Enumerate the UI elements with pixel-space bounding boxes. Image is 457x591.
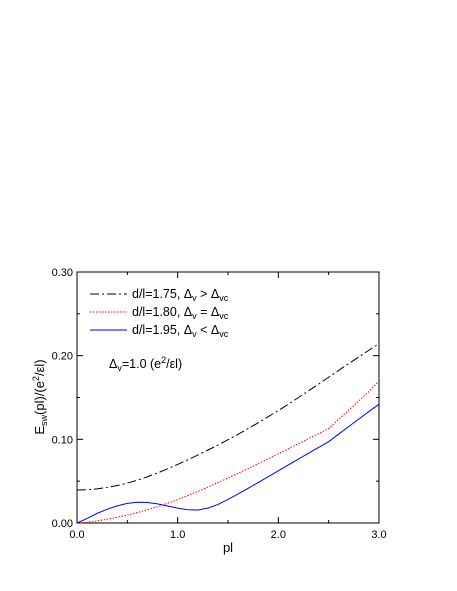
y-tick-label: 0.20 <box>52 351 73 363</box>
series-line-2 <box>76 380 380 524</box>
x-tick-label: 2.0 <box>271 529 286 541</box>
legend-entry-2: d/l=1.80, Δv = Δvc <box>132 305 229 321</box>
y-tick-label: 0.30 <box>52 267 73 279</box>
legend: d/l=1.75, Δv > Δvc d/l=1.80, Δv = Δvc d/… <box>90 287 229 339</box>
axis-ticks: 0.0 1.0 2.0 3.0 0.00 0.10 0.20 0.30 <box>52 267 387 541</box>
x-tick-label: 1.0 <box>170 529 185 541</box>
series-line-1 <box>76 343 380 491</box>
plot-frame <box>76 271 380 524</box>
y-axis-label: Esw(pl)/(e2/εl) <box>31 359 49 434</box>
legend-entry-3: d/l=1.95, Δv < Δvc <box>132 323 229 339</box>
legend-entry-1: d/l=1.75, Δv > Δvc <box>132 287 229 303</box>
series-line-3 <box>76 403 380 524</box>
series-layer <box>76 343 380 524</box>
x-tick-label: 0.0 <box>69 529 84 541</box>
y-tick-label: 0.00 <box>52 518 73 530</box>
y-tick-label: 0.10 <box>52 434 73 446</box>
x-tick-label: 3.0 <box>371 529 386 541</box>
x-axis-label: pl <box>223 540 233 555</box>
delta-annotation: Δv=1.0 (e2/εl) <box>109 355 182 373</box>
